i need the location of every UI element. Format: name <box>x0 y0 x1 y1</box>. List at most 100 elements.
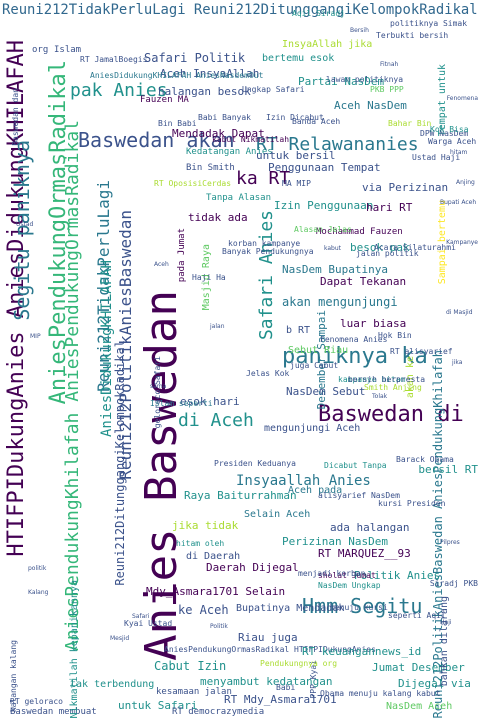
cloud-word: Safari Politik <box>144 51 246 65</box>
cloud-word: via Perizinan <box>362 181 449 194</box>
cloud-word: tak terbendung <box>70 679 155 690</box>
cloud-word: Barack Obama <box>396 455 454 464</box>
cloud-word: Acara Silaturahmi <box>374 243 456 252</box>
cloud-word: Mendadak Dapat <box>172 127 265 140</box>
cloud-word: AniesPendukungOrmasRadikal HTIFPIDukungA… <box>164 645 376 654</box>
cloud-word: Jelas Kok <box>246 369 290 378</box>
cloud-word: Kampanye <box>446 239 478 246</box>
cloud-word: alisyarief NasDem <box>318 491 400 500</box>
cloud-word: di Daerah <box>186 551 241 562</box>
cloud-word: Presiden Keduanya <box>214 459 296 468</box>
cloud-word: Fitnah <box>380 61 399 68</box>
cloud-word: luar biasa <box>340 317 407 330</box>
cloud-word: Bin Smith <box>186 163 235 173</box>
cloud-word: Dijegal via <box>398 677 471 690</box>
cloud-word: Politik Anies <box>354 569 441 582</box>
cloud-word: RT alisyarief <box>390 347 453 356</box>
cloud-word: MA MIP <box>282 179 311 188</box>
cloud-word: NasDem Bupatinya <box>282 263 388 276</box>
cloud-word: NasDem Sebut <box>286 385 366 398</box>
cloud-word: Ustad <box>16 221 34 228</box>
cloud-word: Kok Bisa <box>430 125 469 134</box>
cloud-word: esok hari <box>180 395 240 408</box>
cloud-word: Aceh InsyaAllah <box>160 67 260 80</box>
cloud-word: Dapat Tekanan <box>320 275 407 288</box>
cloud-word: halangan besok <box>158 85 251 98</box>
cloud-word: hari RT <box>366 201 413 214</box>
cloud-word: jalan <box>210 323 225 330</box>
cloud-word: AniesDidukungKHILAFAH AniesNasdemOut <box>90 71 264 80</box>
cloud-word: Banda Aceh <box>292 117 341 126</box>
cloud-word: Hok Bin <box>378 331 412 340</box>
cloud-word: Partai NasDem <box>298 75 385 88</box>
cloud-word: sholat Jumat <box>318 571 376 580</box>
cloud-word: kursi Presiden <box>378 499 446 508</box>
cloud-word: Aceh <box>154 261 169 268</box>
cloud-word: kampanye hitam <box>338 375 406 384</box>
cloud-word: RT geloraco <box>10 697 63 706</box>
cloud-word: Fenomena <box>446 95 478 102</box>
cloud-word: menuju kursi <box>330 603 388 612</box>
cloud-word: untuk Safari <box>118 699 198 712</box>
cloud-word: untuk bersil <box>256 149 336 162</box>
cloud-word: Warga Aceh <box>428 137 477 146</box>
cloud-word: politiknya Simak <box>390 19 468 28</box>
cloud-word: Pilpres <box>440 539 460 546</box>
cloud-word: Mochammad Fauzen <box>316 227 403 237</box>
cloud-word: Haji <box>440 619 452 626</box>
cloud-word: NasDem Ungkap <box>318 581 381 590</box>
cloud-word: geloraco Safari <box>153 356 162 429</box>
cloud-word: pada Jumat <box>177 228 187 283</box>
cloud-word: di Aceh <box>178 410 254 431</box>
cloud-word: Safari <box>132 613 150 620</box>
cloud-word: hitam oleh <box>176 539 225 548</box>
cloud-word: Bin Babi <box>158 119 197 128</box>
cloud-word: Aqil Siradj <box>292 9 345 18</box>
cloud-word: Cabut Izin <box>154 659 227 673</box>
cloud-word: juga Cabut <box>290 361 339 370</box>
cloud-word: Obama menuju kalang kabut <box>320 689 441 698</box>
cloud-word: RT Mdy_Asmara1701 <box>224 693 337 706</box>
cloud-word: PKB PPP <box>370 85 404 94</box>
cloud-word: Sebut Riau <box>288 345 349 356</box>
cloud-word: Izin Dicabut <box>266 113 324 122</box>
cloud-word: Ungkap Safari <box>242 85 305 94</box>
cloud-word: Fauzen MA <box>140 95 189 105</box>
cloud-word: RT OposisiCerdas <box>154 179 232 188</box>
cloud-word: Reuni212DitunggangiKelompokRadikal <box>113 340 127 586</box>
cloud-word: Tanpa Alasan <box>206 193 272 203</box>
cloud-word: Kalang <box>28 589 49 596</box>
cloud-word: Politik <box>210 623 228 630</box>
cloud-word: Babi Banyak <box>198 113 251 122</box>
cloud-word: kabut <box>324 245 342 252</box>
cloud-word: Ustad Haji <box>412 153 461 162</box>
cloud-word: Bupatinya Mendadak <box>236 603 345 614</box>
cloud-word: DPW NasDem <box>420 129 469 138</box>
cloud-word: Riau juga <box>238 631 298 644</box>
cloud-word: AniesPendukungKhilafah AniesPendukungOrm… <box>62 120 83 652</box>
cloud-word: hitam <box>450 149 468 156</box>
cloud-word: Kyai Ustad <box>124 619 173 628</box>
cloud-word: Baswedan membuat <box>10 707 97 717</box>
cloud-word: ada halangan <box>330 521 410 534</box>
cloud-word: Reuni212TidakPerluLagi Reuni212Ditunggan… <box>2 2 478 18</box>
cloud-word: Baswedan dan <box>11 88 20 146</box>
cloud-word: Jumat Desember <box>372 661 465 674</box>
cloud-word: AniesDidukungKHILAFAH <box>99 260 115 438</box>
cloud-word: Pendukungnya org <box>260 659 338 668</box>
cloud-word: Raya Baiturrahman <box>184 489 297 502</box>
cloud-word: Segitu paniknya <box>10 140 34 321</box>
cloud-word: tidak ada <box>188 211 248 224</box>
cloud-word: Tolak <box>372 393 388 400</box>
cloud-word: paniknya ka <box>282 344 428 369</box>
cloud-word: Smith Anjing <box>364 383 422 392</box>
cloud-word: kesamaan jalan <box>156 687 232 697</box>
cloud-word: Anjing <box>456 179 475 186</box>
cloud-word: Islam seperti <box>150 399 213 408</box>
cloud-word: lawan politiknya <box>326 75 404 84</box>
cloud-word: besok pak <box>350 241 410 254</box>
cloud-word: MIP <box>30 333 41 340</box>
cloud-word: Bupati Aceh <box>440 199 477 206</box>
cloud-word: ke Aceh <box>178 603 229 617</box>
